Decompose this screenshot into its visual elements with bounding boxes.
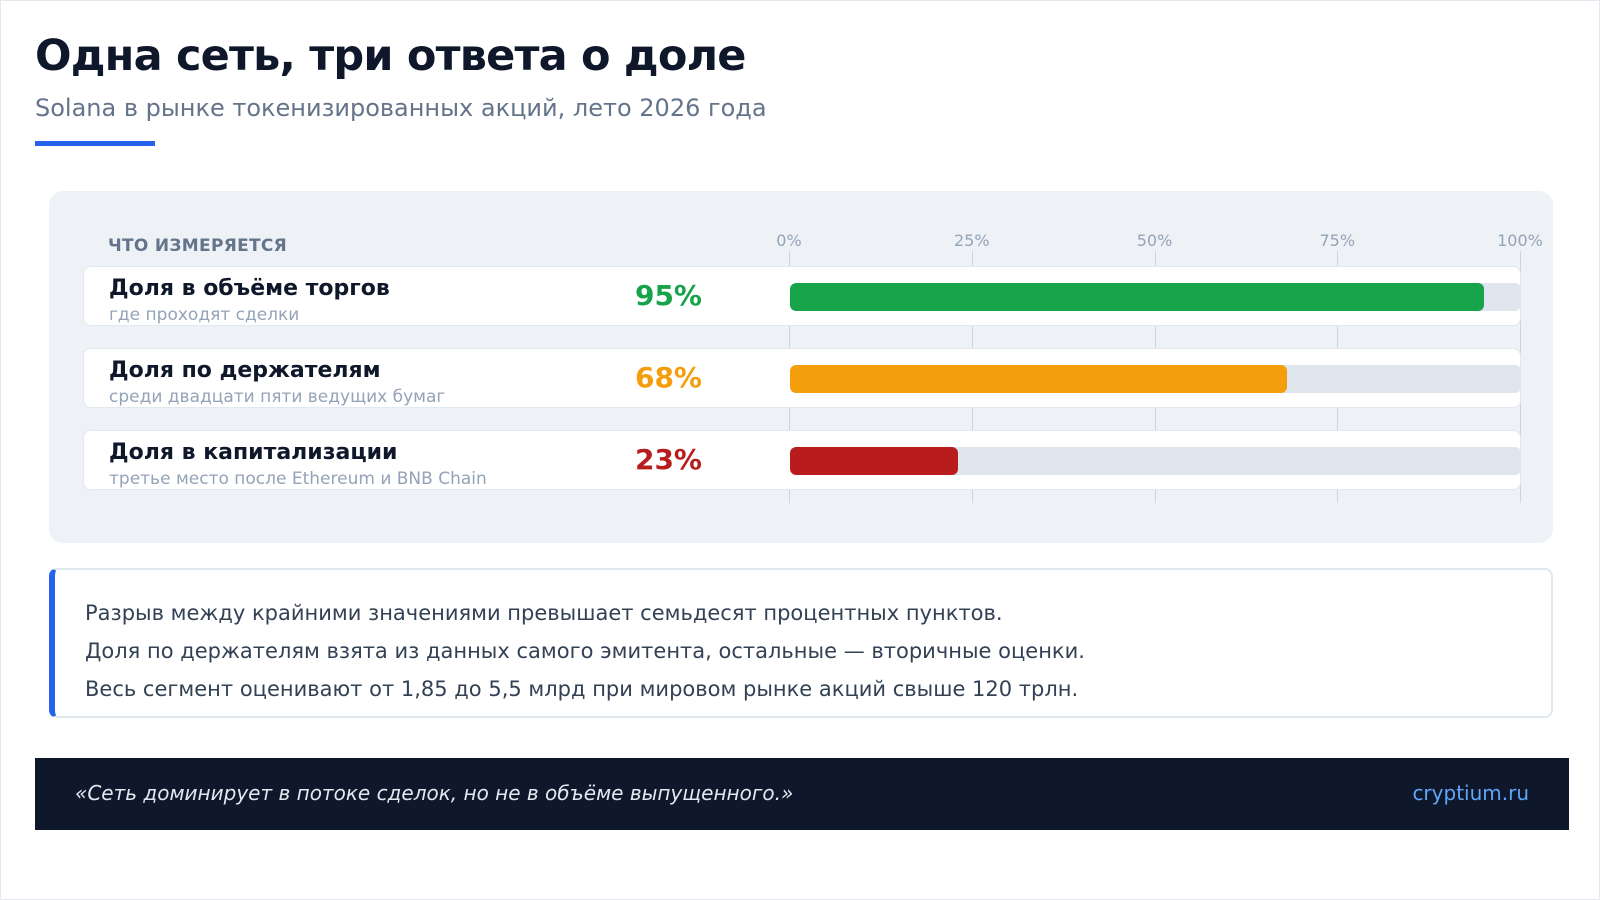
bar bbox=[790, 283, 1485, 311]
x-tick-label: 50% bbox=[1136, 231, 1173, 250]
footer-link[interactable]: cryptium.ru bbox=[1412, 781, 1529, 805]
note-line: Доля по держателям взята из данных самог… bbox=[85, 639, 1085, 663]
footer-quote: «Сеть доминирует в потоке сделок, но не … bbox=[75, 781, 794, 805]
page-title: Одна сеть, три ответа о доле bbox=[35, 31, 746, 81]
bar-value-label: 68% bbox=[634, 361, 702, 394]
title-accent-bar bbox=[35, 141, 155, 146]
column-header: ЧТО ИЗМЕРЯЕТСЯ bbox=[108, 236, 288, 256]
notes-box: Разрыв между крайними значениями превыша… bbox=[49, 568, 1553, 718]
x-tick-label: 100% bbox=[1497, 231, 1543, 250]
bar-row: Доля в объёме торгов где проходят сделки 9… bbox=[83, 266, 1521, 326]
bar-value-label: 95% bbox=[634, 279, 702, 312]
x-tick-label: 25% bbox=[953, 231, 990, 250]
x-tick-label: 0% bbox=[776, 231, 802, 250]
bar-label: Доля в капитализации bbox=[109, 440, 398, 465]
bar-track bbox=[790, 447, 1521, 475]
note-line: Разрыв между крайними значениями превыша… bbox=[85, 601, 1003, 625]
bar bbox=[790, 365, 1288, 393]
chart-panel: ЧТО ИЗМЕРЯЕТСЯ 0% 25% 50% 75% 100% Доля в объ… bbox=[49, 191, 1553, 543]
bar-value-label: 23% bbox=[634, 443, 702, 476]
footer-bar: «Сеть доминирует в потоке сделок, но не … bbox=[35, 758, 1569, 830]
x-tick-label: 75% bbox=[1319, 231, 1356, 250]
bar bbox=[790, 447, 959, 475]
bar-row: Доля по держателям среди двадцати пяти ве… bbox=[83, 348, 1521, 408]
bar-track bbox=[790, 283, 1521, 311]
page-subtitle: Solana в рынке токенизированных акций, л… bbox=[35, 94, 767, 122]
bar-sublabel: где проходят сделки bbox=[109, 305, 300, 325]
bar-sublabel: среди двадцати пяти ведущих бумаг bbox=[109, 387, 446, 407]
bar-label: Доля в объёме торгов bbox=[109, 276, 390, 301]
note-line: Весь сегмент оценивают от 1,85 до 5,5 мл… bbox=[85, 677, 1079, 701]
bar-row: Доля в капитализации третье место после E… bbox=[83, 430, 1521, 490]
bar-sublabel: третье место после Ethereum и BNB Chain bbox=[109, 469, 487, 489]
bar-track bbox=[790, 365, 1521, 393]
bar-label: Доля по держателям bbox=[109, 358, 381, 383]
